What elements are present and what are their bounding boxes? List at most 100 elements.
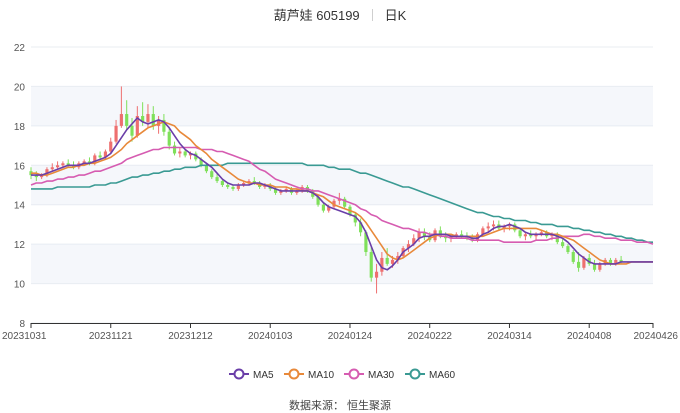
x-tick-label: 20231212 [168, 331, 213, 342]
candle-body [109, 141, 113, 152]
ma10-line [31, 121, 653, 265]
candle-body [369, 252, 373, 278]
candle-body [130, 125, 134, 136]
candle-body [550, 234, 554, 237]
grid [31, 46, 653, 324]
candle-body [119, 114, 123, 126]
candle-body [220, 181, 224, 185]
y-tick-label: 12 [14, 240, 26, 251]
candle-body [194, 153, 198, 160]
candle-body [571, 252, 575, 262]
y-tick-label: 18 [14, 122, 26, 133]
candle-body [518, 230, 522, 237]
x-tick-label: 20240426 [634, 331, 679, 342]
candle-body [263, 185, 267, 187]
y-tick-label: 14 [14, 201, 26, 212]
grid-band [31, 244, 653, 284]
period-label: 日K [384, 8, 407, 23]
title-separator [371, 9, 373, 21]
candle-body [507, 224, 512, 227]
candle-body [172, 145, 177, 154]
candle-body [114, 125, 118, 142]
candle-body [236, 185, 240, 189]
candle-body [125, 114, 129, 126]
legend-marker [409, 368, 421, 380]
candle-body [534, 234, 538, 237]
candle-body [454, 234, 458, 237]
y-tick-label: 20 [14, 82, 26, 93]
candle-body [66, 163, 70, 166]
candle-body [316, 196, 320, 205]
candle-body [210, 171, 214, 178]
candle-body [539, 232, 543, 235]
grid-band [31, 165, 653, 205]
candle-body [566, 246, 570, 253]
candle-body [465, 236, 469, 239]
legend-label: MA5 [253, 370, 274, 381]
candle-body [178, 151, 182, 154]
candle-body [242, 183, 246, 185]
candle-body [252, 181, 256, 184]
candle-body [486, 226, 490, 229]
candle-body [295, 190, 299, 193]
ma5-line [31, 117, 653, 271]
x-tick-label: 20240103 [248, 331, 293, 342]
candle-body [608, 259, 613, 264]
candle-body [226, 185, 230, 187]
candle-body [273, 188, 278, 193]
candle-body [460, 234, 464, 237]
grid-band [31, 86, 653, 126]
candle-body [157, 119, 161, 126]
legend-marker [233, 368, 245, 380]
x-tick-label: 20240124 [328, 331, 373, 342]
legend-label: MA10 [308, 370, 335, 381]
candle-body [135, 116, 139, 136]
candle-body [422, 232, 426, 237]
candle-body [438, 230, 442, 237]
candle-body [353, 214, 357, 223]
y-tick-label: 22 [14, 43, 26, 54]
candle-body [513, 224, 517, 231]
candle-body [183, 151, 187, 156]
legend-marker [288, 368, 300, 380]
candle-body [247, 181, 251, 184]
candle-body [587, 257, 591, 264]
candle-body [82, 161, 86, 164]
candle-body [311, 190, 315, 197]
candle-body [582, 257, 586, 268]
data-source: 数据来源： 恒生聚源 [288, 400, 392, 412]
candle-body [614, 259, 618, 264]
candle-body [87, 161, 92, 164]
y-tick-label: 16 [14, 161, 26, 172]
candle-body [50, 167, 54, 170]
legend-marker [348, 368, 360, 380]
candle-body [279, 190, 283, 193]
y-tick-label: 10 [14, 280, 26, 291]
candle-body [284, 188, 288, 191]
candle-body [215, 177, 219, 182]
candle-body [327, 206, 331, 211]
candle-body [151, 114, 155, 126]
ma30-line [30, 146, 654, 245]
candle-body [561, 242, 565, 247]
candle-body [374, 271, 379, 278]
candle-body [364, 232, 368, 253]
legend: MA5 MA10 MA30 MA60 [229, 368, 456, 381]
candle-body [491, 224, 496, 227]
candle-body [576, 261, 581, 268]
candle-body [523, 234, 527, 237]
x-tick-label: 20240222 [407, 331, 452, 342]
legend-label: MA30 [368, 370, 395, 381]
candle-body [529, 234, 533, 237]
candle-body [199, 159, 203, 166]
candle-body [61, 163, 65, 166]
candle-body [359, 222, 363, 233]
candle-body [343, 198, 347, 207]
candle-body [93, 155, 97, 164]
candle-body [34, 175, 38, 178]
candle-body [321, 204, 325, 211]
candle-body [231, 186, 235, 189]
candle-body [444, 236, 448, 239]
x-tick-label: 20231121 [89, 331, 133, 342]
